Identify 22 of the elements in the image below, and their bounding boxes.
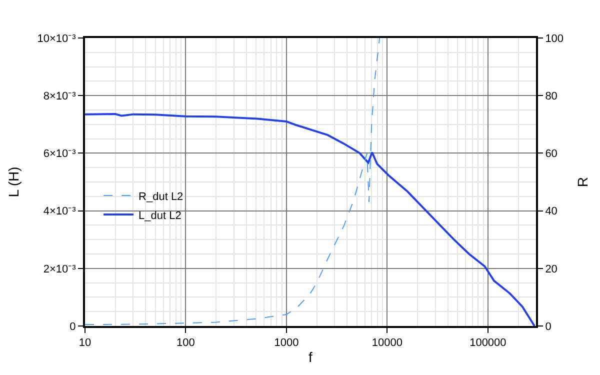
y2-tick-label: 20 (545, 263, 558, 276)
y2-tick-label: 80 (545, 90, 558, 102)
y-tick-label: 4×10⁻³ (43, 206, 76, 218)
y2-tick-label: 100 (545, 32, 564, 45)
y2-tick-label: 60 (545, 148, 558, 160)
y-axis-title: L (H) (5, 166, 22, 198)
x-tick-label: 100 (176, 337, 195, 350)
x-tick-label: 1000 (274, 337, 299, 350)
y-tick-label: 0 (70, 320, 76, 333)
y-tick-label: 6×10⁻³ (43, 148, 76, 160)
x-axis-title: f (308, 349, 313, 365)
y-tick-label: 2×10⁻³ (43, 263, 76, 276)
y2-axis-title: R (574, 176, 590, 188)
y2-tick-label: 40 (545, 206, 558, 218)
legend-label: L_dut L2 (138, 210, 182, 222)
x-tick-label: 10 (78, 337, 92, 350)
y-tick-label: 10×10⁻³ (37, 32, 76, 45)
legend-label: R_dut L2 (138, 190, 184, 203)
y2-tick-label: 0 (545, 320, 552, 333)
x-tick-label: 100000 (470, 337, 506, 350)
x-tick-label: 10000 (372, 337, 402, 350)
y-tick-label: 8×10⁻³ (43, 90, 76, 102)
